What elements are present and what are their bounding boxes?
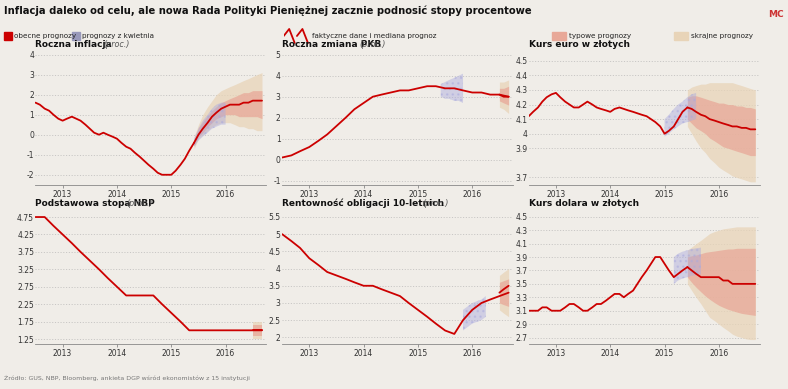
Bar [4, 32, 12, 40]
Text: (proc.): (proc.) [422, 199, 449, 208]
Text: typowe prognozy: typowe prognozy [569, 33, 631, 39]
Text: obecne prognozy: obecne prognozy [14, 33, 76, 39]
Text: Roczna inflacja: Roczna inflacja [35, 40, 115, 49]
Text: Podstawowa stopa NBP: Podstawowa stopa NBP [35, 199, 158, 208]
Text: skrajne prognozy: skrajne prognozy [691, 33, 753, 39]
Text: faktyczne dane i mediana prognoz: faktyczne dane i mediana prognoz [312, 33, 437, 39]
Text: Kurs dolara w złotych: Kurs dolara w złotych [529, 199, 639, 208]
Text: Roczna zmiana PKB: Roczna zmiana PKB [282, 40, 385, 49]
Text: Źródło: GUS, NBP, Bloomberg, ankieta DGP wśród ekonomistów z 15 instytucji: Źródło: GUS, NBP, Bloomberg, ankieta DGP… [4, 375, 250, 381]
Text: MC: MC [768, 10, 784, 19]
Text: (proc.): (proc.) [103, 40, 130, 49]
FancyArrow shape [552, 32, 566, 40]
Text: prognozy z kwietnia: prognozy z kwietnia [82, 33, 154, 39]
Text: Rentowność obligacji 10-letnich: Rentowność obligacji 10-letnich [282, 199, 448, 208]
Text: (proc.): (proc.) [359, 40, 385, 49]
Text: Kurs euro w złotych: Kurs euro w złotych [529, 40, 630, 49]
Bar [72, 32, 80, 40]
Text: Inflacja daleko od celu, ale nowa Rada Polityki Pieniężnej zacznie podnosić stop: Inflacja daleko od celu, ale nowa Rada P… [4, 6, 532, 16]
FancyArrow shape [674, 32, 688, 40]
Text: (proc.): (proc.) [126, 199, 153, 208]
